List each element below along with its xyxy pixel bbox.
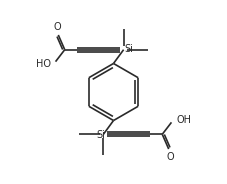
Text: HO: HO bbox=[36, 59, 51, 69]
Text: Si: Si bbox=[124, 44, 133, 54]
Text: Si: Si bbox=[96, 130, 105, 140]
Text: O: O bbox=[166, 152, 174, 162]
Text: O: O bbox=[53, 22, 61, 32]
Text: OH: OH bbox=[176, 115, 191, 125]
